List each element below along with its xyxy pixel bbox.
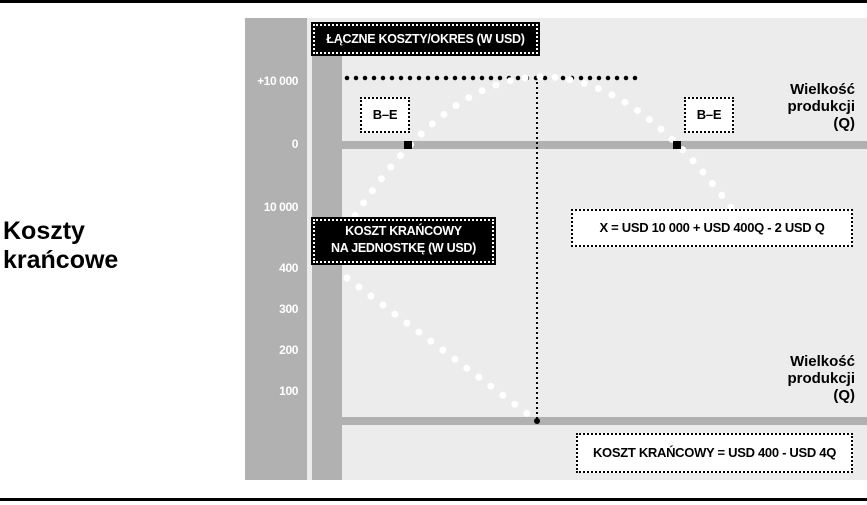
bottom-title-line1: KOSZT KRAŃCOWY — [345, 224, 462, 238]
x-axis-bottom — [342, 417, 867, 425]
x-axis-label-line1: Wielkość — [790, 81, 855, 98]
axis-intercept-point — [534, 418, 540, 424]
y-tick-label: 10 000 — [263, 200, 299, 214]
x-axis-label-line3: (Q) — [833, 387, 855, 404]
x-axis-top — [342, 141, 867, 149]
x-axis-label-line2: produkcji — [787, 370, 855, 387]
break-even-point — [673, 141, 681, 149]
top-chart-title: ŁĄCZNE KOSZTY/OKRES (W USD) — [311, 22, 540, 56]
x-axis-label-line1: Wielkość — [790, 353, 855, 370]
y-tick-label: 300 — [279, 302, 298, 316]
side-title-line1: Koszty — [3, 217, 85, 245]
y-tick-label: 100 — [279, 384, 298, 398]
side-title-line2: krańcowe — [3, 246, 119, 274]
y-tick-strip — [245, 18, 307, 480]
bottom-title-line2: NA JEDNOSTKĘ (W USD) — [331, 241, 476, 255]
top-rule — [0, 0, 867, 3]
break-even-point — [404, 141, 412, 149]
x-axis-label-line2: produkcji — [787, 98, 855, 115]
marginal-cost-equation: KOSZT KRAŃCOWY = USD 400 - USD 4Q — [576, 433, 853, 473]
total-cost-equation: X = USD 10 000 + USD 400Q - 2 USD Q — [571, 209, 853, 247]
y-axis — [312, 56, 342, 480]
y-tick-label: 400 — [279, 261, 298, 275]
y-tick-label: +10 000 — [257, 74, 298, 88]
marginal-cost-line — [343, 274, 541, 425]
bottom-chart-title: KOSZT KRAŃCOWY NA JEDNOSTKĘ (W USD) — [311, 217, 496, 265]
break-even-label: B–E — [684, 97, 734, 133]
top-x-axis-label: Wielkość produkcji (Q) — [735, 81, 855, 132]
y-tick-label: 0 — [291, 137, 299, 151]
bottom-rule — [0, 498, 867, 501]
break-even-label: B–E — [360, 97, 410, 133]
y-tick-label: 200 — [279, 343, 298, 357]
side-title: Koszty krańcowe — [3, 217, 118, 275]
bottom-x-axis-label: Wielkość produkcji (Q) — [735, 353, 855, 404]
total-cost-curve — [343, 73, 746, 232]
x-axis-label-line3: (Q) — [833, 115, 855, 132]
